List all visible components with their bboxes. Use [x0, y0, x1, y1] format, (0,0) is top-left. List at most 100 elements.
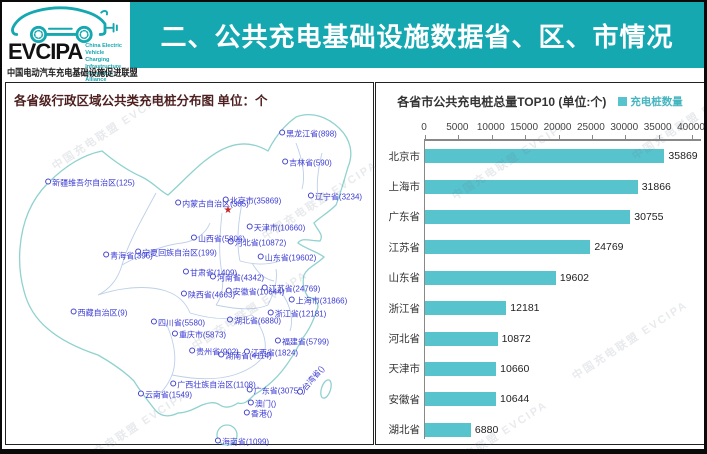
province-label: 山西省(5806)	[190, 234, 245, 244]
province-label-text: 江苏省(24769)	[268, 284, 321, 294]
logo-tagline-line3: Promotion Alliance	[85, 70, 113, 84]
x-tick-label: 20000	[543, 122, 572, 133]
province-label: 上海市(31866)	[288, 296, 348, 306]
header-band: 二、公共充电基础设施数据省、区、市情况	[130, 2, 704, 68]
category-label: 湖北省	[388, 424, 421, 437]
chart-panel: 各省市公共充电桩总量TOP10 (单位:个) 充电桩数量 0 5000 10000 1…	[375, 82, 704, 445]
x-tick-label: 35000	[643, 122, 672, 133]
map-title: 各省级行政区域公共类充电桩分布图 单位：个	[14, 94, 268, 108]
value-label: 31866	[641, 180, 671, 193]
province-label-text: 宁夏回族自治区(199)	[142, 248, 217, 258]
province-label-text: 北京市(35869)	[229, 196, 282, 206]
province-label: 湖南省(4114)	[218, 351, 272, 361]
province-label: 河南省(4342)	[209, 273, 264, 283]
value-label: 6880	[474, 423, 499, 436]
legend-swatch-icon	[618, 97, 628, 106]
province-label-text: 广西壮族自治区(1108)	[177, 380, 256, 390]
marker-dot-icon	[175, 199, 182, 206]
province-label-text: 湖北省(6880)	[233, 316, 282, 326]
x-tick-mark	[525, 135, 527, 140]
marker-dot-icon	[243, 409, 250, 416]
province-label: 浙江省(12181)	[267, 309, 327, 319]
marker-dot-icon	[257, 253, 264, 260]
province-label: 吉林省(590)	[282, 158, 332, 168]
province-label: 西藏自治区(9)	[70, 308, 127, 318]
province-label-text: 上海市(31866)	[295, 296, 348, 306]
bar	[425, 331, 498, 346]
province-label: 江苏省(24769)	[261, 284, 321, 294]
bar-row: 江苏省 24769	[389, 232, 701, 262]
bar-row: 山东省 19602	[389, 263, 701, 293]
province-label: 青海省(396)	[103, 251, 153, 261]
province-label-text: 浙江省(12181)	[274, 309, 327, 319]
bar-plot: 北京市 35869 上海市 31866 广东省 30755 江苏省 24769 山东省 19602…	[389, 135, 701, 439]
province-label-text: 陕西省(4663)	[187, 290, 236, 300]
bar-row: 浙江省 12181	[389, 293, 701, 323]
province-label-text: 广东省(30755)	[253, 386, 306, 396]
value-label: 19602	[559, 271, 590, 284]
category-label: 上海市	[388, 181, 421, 194]
marker-dot-icon	[214, 437, 221, 444]
marker-dot-icon	[137, 390, 144, 397]
value-label: 10644	[500, 393, 530, 406]
category-label: 浙江省	[388, 302, 421, 315]
logo-abbr: EVCIPA	[8, 39, 83, 64]
x-tick-mark	[491, 135, 493, 140]
x-tick-mark	[591, 135, 593, 140]
marker-dot-icon	[246, 223, 253, 230]
logo-tagline: China Electric Vehicle Charging Infrastr…	[85, 43, 130, 84]
province-label: 安徽省(10644)	[225, 287, 285, 297]
bar-row: 河北省 10872	[389, 323, 701, 353]
marker-dot-icon	[279, 129, 286, 136]
x-tick-mark	[625, 135, 627, 140]
marker-dot-icon	[261, 284, 268, 291]
value-label: 10660	[500, 362, 530, 375]
bar	[425, 240, 591, 255]
province-borders	[97, 142, 323, 398]
marker-dot-icon	[70, 308, 77, 315]
legend-label: 充电桩数量	[630, 96, 683, 108]
x-tick-label: 25000	[576, 122, 605, 133]
marker-dot-icon	[222, 196, 229, 203]
province-label-text: 海南省(1099)	[221, 437, 270, 447]
marker-dot-icon	[180, 290, 187, 297]
province-label-text: 贵州省(902)	[196, 347, 239, 357]
province-label-text: 江西省(1824)	[250, 348, 299, 358]
x-tick-mark	[425, 135, 426, 140]
x-tick-label: 0	[421, 122, 427, 133]
x-tick-mark	[692, 135, 693, 140]
category-label: 河北省	[388, 333, 421, 346]
logo-tagline-line2: Charging Infrastructure	[85, 56, 122, 70]
marker-dot-icon	[267, 309, 274, 316]
province-label: 香港()	[243, 409, 273, 419]
category-label: 安徽省	[388, 393, 421, 406]
province-label-text: 安徽省(10644)	[232, 287, 285, 297]
chart-title: 各省市公共充电桩总量TOP10 (单位:个)	[397, 95, 607, 109]
province-label: 内蒙古自治区(385)	[175, 199, 249, 209]
china-map: 新疆维吾尔自治区(125) 内蒙古自治区(385) 黑龙江省(898) 吉林省(590…	[6, 83, 374, 449]
province-label-text: 香港()	[250, 409, 273, 419]
province-label-text: 内蒙古自治区(385)	[182, 199, 249, 209]
bar-row: 广东省 30755	[389, 202, 701, 232]
bar-row: 北京市 35869	[389, 141, 701, 171]
marker-dot-icon	[282, 158, 289, 165]
ev-car-icon	[11, 6, 118, 43]
province-label-text: 山东省(19602)	[264, 253, 317, 263]
marker-dot-icon	[243, 348, 250, 355]
province-label-text: 辽宁省(3234)	[314, 192, 363, 202]
province-label-text: 澳门()	[254, 399, 277, 409]
marker-dot-icon	[45, 178, 52, 185]
province-label-text: 天津市(10660)	[253, 223, 306, 233]
chart-title-row: 各省市公共充电桩总量TOP10 (单位:个) 充电桩数量	[376, 93, 704, 110]
marker-dot-icon	[227, 238, 234, 245]
x-tick-mark	[658, 135, 660, 140]
bar	[425, 179, 638, 194]
province-label: 天津市(10660)	[246, 223, 306, 233]
marker-dot-icon	[246, 386, 253, 393]
marker-dot-icon	[288, 296, 295, 303]
value-label: 24769	[594, 241, 624, 254]
bar-row: 上海市 31866	[389, 171, 701, 201]
beijing-star-icon: ★	[223, 205, 233, 216]
logo-tagline-line1: China Electric Vehicle	[85, 43, 122, 56]
category-label: 广东省	[388, 211, 421, 224]
